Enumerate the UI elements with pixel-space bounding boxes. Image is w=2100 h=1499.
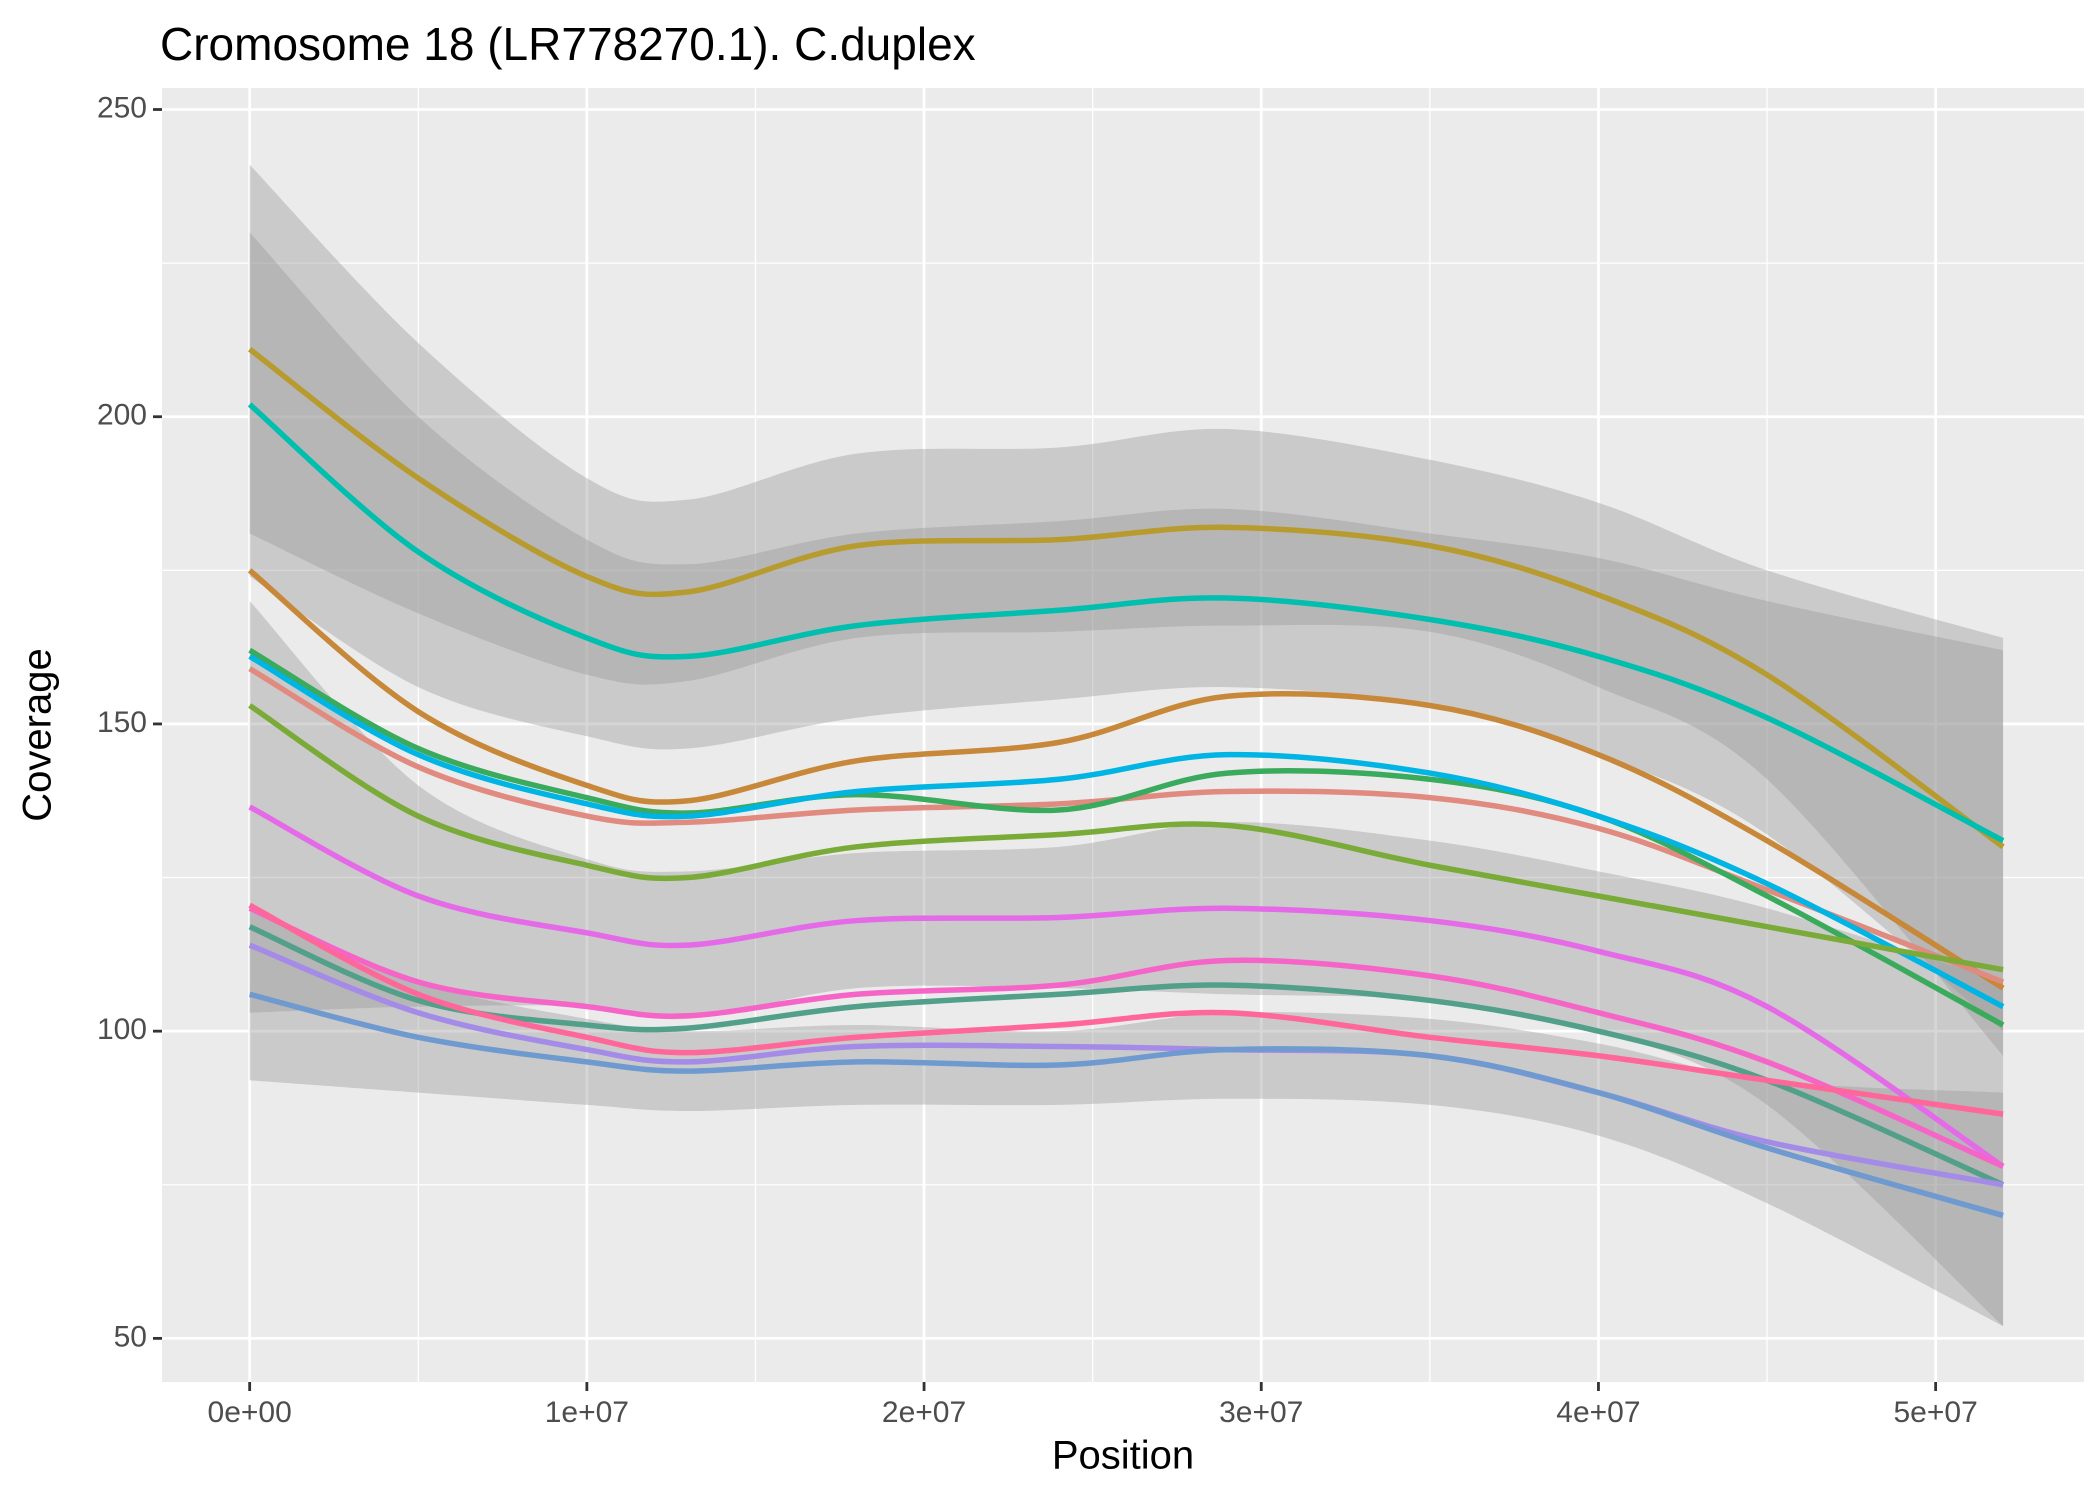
smooth-line (247, 568, 2005, 991)
smooth-line (248, 666, 2005, 985)
confidence-band (249, 601, 2004, 1327)
y-tick-label: 100 (97, 1013, 147, 1046)
smooth-line (248, 924, 2005, 1188)
bands (249, 164, 2004, 1327)
smooth-line (248, 902, 2004, 1117)
confidence-band (249, 232, 2004, 1032)
x-tick-label: 4e+07 (1556, 1396, 1640, 1429)
y-axis-title: Coverage (16, 648, 60, 821)
smooth-line (248, 653, 2005, 1010)
smooth-line (247, 402, 2005, 844)
smooth-line (248, 804, 2005, 1169)
x-tick-label: 1e+07 (545, 1396, 629, 1429)
y-tick-label: 250 (97, 91, 147, 124)
x-tick-label: 2e+07 (882, 1396, 966, 1429)
x-tick-label: 0e+00 (208, 1396, 292, 1429)
smooth-line (248, 991, 2004, 1219)
smooth-line (248, 647, 2005, 1028)
smooth-line (248, 905, 2005, 1169)
lines (247, 346, 2005, 1219)
smooth-line (247, 346, 2005, 850)
smooth-line (248, 703, 2004, 973)
grid (162, 88, 2084, 1493)
y-tick-label: 200 (97, 399, 147, 432)
confidence-band (249, 164, 2004, 1056)
chart-title: Cromosome 18 (LR778270.1). C.duplex (160, 18, 976, 70)
x-tick-label: 5e+07 (1894, 1396, 1978, 1429)
axes: 50 100 150 200 250 0e+00 1e+07 2e+07 3e+07 4e+07 5… (97, 91, 1978, 1428)
x-axis-title: Position (1052, 1434, 1194, 1478)
x-tick-label: 3e+07 (1219, 1396, 1303, 1429)
plot-panel (162, 88, 2084, 1382)
y-tick-label: 150 (97, 706, 147, 739)
y-tick-label: 50 (114, 1320, 147, 1353)
confidence-band (249, 908, 2004, 1327)
